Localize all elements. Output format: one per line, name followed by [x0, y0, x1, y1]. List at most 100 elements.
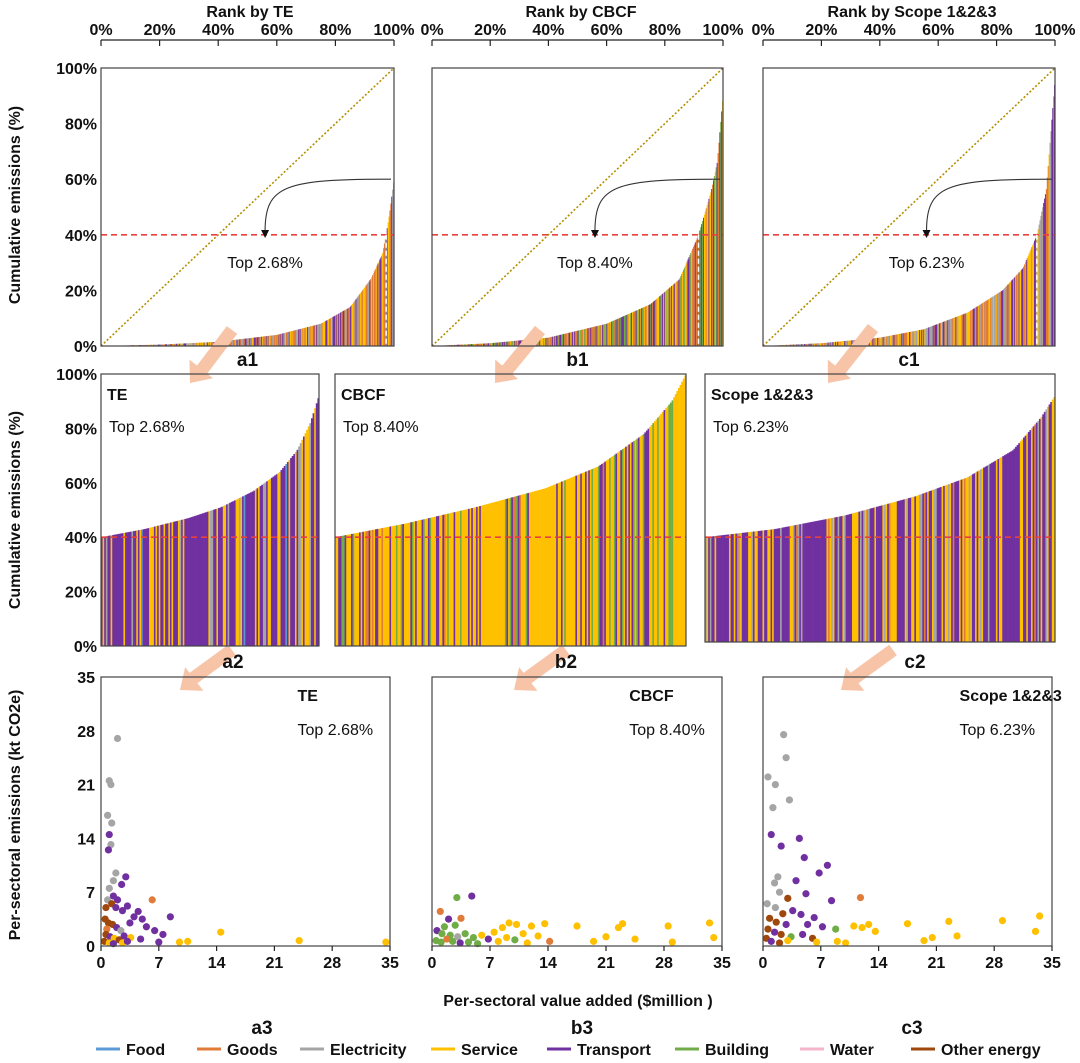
c2-bar — [959, 480, 962, 642]
b2-bar — [674, 394, 677, 646]
a1-bar — [162, 344, 164, 346]
c2-bar — [863, 510, 866, 642]
c1-bar — [924, 328, 926, 346]
a1-bar — [171, 344, 173, 346]
b1-bar — [497, 342, 499, 346]
a1-bar — [285, 332, 287, 346]
b2-bar — [458, 511, 461, 646]
a1-bar — [243, 338, 246, 346]
b1-bar — [713, 175, 716, 346]
a3-point — [151, 927, 159, 935]
b2-bar — [423, 519, 426, 646]
a1-bar — [249, 338, 251, 346]
c1-bar — [1003, 288, 1006, 346]
a1-bar — [356, 297, 358, 346]
a1-bar — [206, 342, 208, 346]
b3-point — [705, 919, 714, 927]
b3-x-tick-label: 14 — [539, 955, 557, 972]
a1-bar — [164, 344, 166, 346]
c2-bar — [732, 533, 735, 642]
a1-bar — [204, 342, 206, 346]
b2-bar — [413, 521, 416, 646]
a2-bar — [120, 533, 123, 646]
a1-y-tick-label: 60% — [65, 172, 97, 189]
a1-bar — [383, 248, 385, 346]
b2-bar — [585, 471, 587, 646]
b2-bar — [384, 527, 387, 646]
c1-bar — [946, 320, 948, 346]
b1-bar — [614, 319, 616, 346]
a1-bar — [367, 282, 369, 346]
c1-bar — [898, 333, 901, 346]
b2-bar — [447, 513, 450, 646]
c1-bar — [909, 331, 912, 346]
c1-bar — [905, 332, 907, 346]
c2-bar — [970, 475, 973, 642]
b2-bar — [666, 406, 669, 646]
c2-bar — [917, 495, 920, 642]
b1-bar — [518, 340, 520, 346]
b3-point — [631, 935, 639, 943]
a2-bar — [141, 529, 143, 646]
c1-bar — [957, 316, 959, 346]
c1-bar — [809, 343, 811, 346]
c2-bar — [853, 512, 856, 642]
b1-bar — [695, 240, 697, 346]
a2-bar — [201, 513, 204, 646]
a2-bar — [250, 492, 252, 646]
c1-bar — [992, 296, 994, 346]
a2-bar — [117, 534, 119, 646]
a2-bar — [307, 426, 310, 646]
b2-bar — [538, 489, 541, 646]
c3-point — [771, 781, 779, 789]
b2-bar — [605, 460, 608, 646]
c2-bar — [856, 512, 859, 642]
a2-bar — [309, 423, 312, 646]
c2-bar — [858, 511, 861, 642]
a1-bar — [277, 334, 279, 346]
c1-x-tick-label: 0% — [751, 22, 774, 39]
b2-bar — [359, 532, 361, 646]
a1-bar — [169, 344, 171, 346]
c2-bar — [738, 533, 741, 642]
a1-bar — [331, 317, 333, 346]
b1-bar — [594, 326, 596, 346]
c1-bar — [956, 316, 958, 346]
b1-bar — [617, 318, 619, 346]
b2-title: CBCF — [341, 387, 386, 404]
a3-x-tick-label: 21 — [266, 955, 284, 972]
a2-bar — [277, 473, 280, 646]
c2-bar — [764, 530, 767, 642]
b2-bar — [591, 468, 594, 646]
c2-bar — [792, 525, 795, 642]
a1-bar — [166, 344, 169, 346]
c1-bar — [798, 344, 800, 346]
c1-bar — [967, 312, 969, 346]
a2-bar — [286, 461, 289, 646]
b1-bar — [482, 343, 485, 346]
b1-bar — [648, 304, 650, 346]
c2-bar — [891, 502, 894, 642]
a1-x-tick-label: 0% — [89, 22, 112, 39]
c1-frame — [762, 67, 1056, 347]
c2-bar — [978, 470, 981, 642]
b1-bar — [642, 307, 645, 346]
a1-bar — [389, 210, 391, 346]
b1-bar — [607, 323, 609, 346]
c1-bar — [948, 319, 950, 346]
b1-bar — [577, 330, 579, 346]
c1-bar — [1045, 189, 1048, 346]
c2-bar — [951, 483, 954, 642]
c2-bar — [1034, 424, 1037, 642]
a1-bar — [160, 344, 162, 346]
b1-bar — [628, 313, 630, 346]
c1-bar — [971, 310, 973, 346]
a1-x-tick-label: 100% — [374, 22, 415, 39]
c1-bar — [807, 343, 809, 346]
c2-bar — [968, 476, 971, 642]
a1-bar — [291, 331, 293, 346]
c1-bar — [951, 318, 954, 346]
c1-bar — [945, 320, 947, 346]
a1-bar — [173, 343, 175, 346]
c1-bar — [902, 333, 904, 346]
